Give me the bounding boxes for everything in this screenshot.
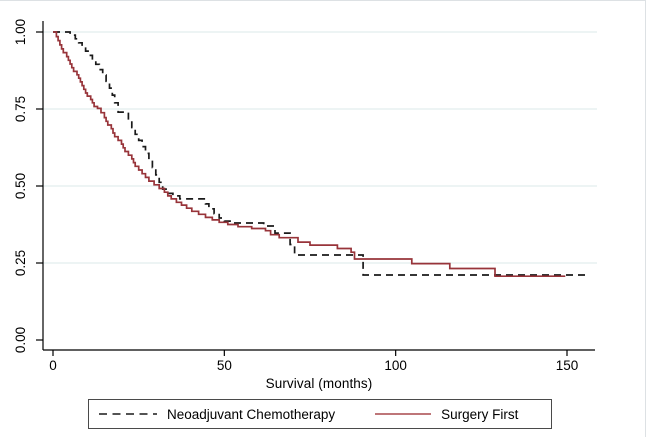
y-tick-label: 1.00 bbox=[13, 19, 28, 45]
curve-neoadjuvant-chemotherapy bbox=[53, 31, 588, 276]
x-axis-title: Survival (months) bbox=[265, 376, 373, 391]
x-tick-label: 50 bbox=[217, 358, 232, 373]
x-tick-label: 100 bbox=[384, 358, 407, 373]
legend-label-neoadjuvant-chemotherapy: Neoadjuvant Chemotherapy bbox=[167, 406, 336, 422]
legend-label-surgery-first: Surgery First bbox=[441, 406, 519, 422]
solid-line-icon bbox=[375, 413, 432, 415]
legend-box: Neoadjuvant Chemotherapy Surgery First bbox=[88, 399, 552, 429]
dashed-line-icon bbox=[99, 413, 157, 415]
y-tick-label: 0.75 bbox=[13, 96, 28, 122]
y-tick-label: 0.00 bbox=[13, 327, 28, 353]
curve-surgery-first bbox=[53, 31, 566, 278]
x-tick-label: 150 bbox=[556, 358, 579, 373]
y-tick-label: 0.50 bbox=[13, 173, 28, 199]
y-tick-label: 0.25 bbox=[13, 250, 28, 276]
x-tick-label: 0 bbox=[49, 358, 57, 373]
legend-dashed-line-sample bbox=[97, 407, 159, 421]
legend-solid-line-sample bbox=[373, 407, 433, 421]
